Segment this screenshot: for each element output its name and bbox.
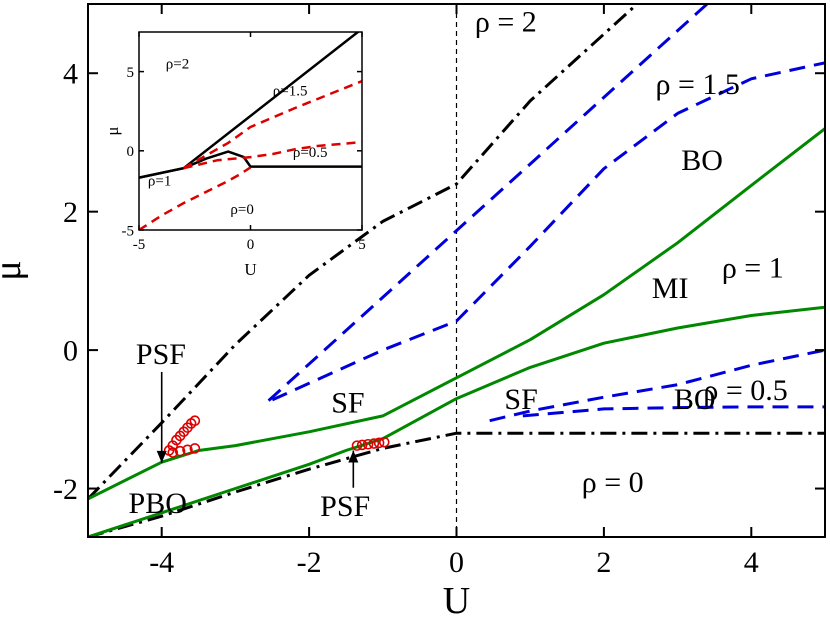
annotation-4: ρ=0 [230, 202, 253, 218]
annotation-12-arrowhead [348, 450, 359, 463]
annotation-2: BO [681, 144, 723, 177]
annotation-9: ρ = 0 [582, 466, 644, 499]
series-4-line [489, 348, 825, 423]
annotation-10: PBO [129, 487, 187, 520]
main-plot: -4 -2 0 2 4 -2 0 2 4 Uμ ρ = 2 ρ = 1.5 BO MI ρ = 1 SF SF B… [0, 3, 826, 619]
y-axis-label: μ [0, 260, 29, 280]
series-1-line [88, 431, 825, 537]
series-8-point-17 [378, 436, 390, 448]
inset-plot: -5 0 5 -5 0 5 Uμ ρ=2 ρ=1.5 ρ=0.5 ρ=1 ρ=0 [103, 31, 366, 279]
series-8-point-7 [189, 415, 201, 427]
x-tick-label-1: -2 [297, 546, 322, 579]
y-tick-label-1: 0 [127, 144, 135, 160]
series-7-line [88, 305, 825, 537]
annotation-3: ρ=1 [148, 174, 171, 190]
series-2-line [182, 79, 362, 170]
series-8-point-12 [351, 440, 363, 451]
annotation-6: SF [504, 383, 537, 416]
annotation-2: ρ=0.5 [293, 145, 328, 161]
annotation-0: ρ=2 [166, 56, 189, 72]
y-tick-label-2: 5 [127, 65, 135, 81]
y-tick-label-0: -2 [53, 473, 78, 506]
annotation-5: SF [331, 386, 364, 419]
annotation-7: BO [674, 383, 716, 416]
series-8-point-16 [373, 437, 385, 449]
annotation-8: ρ = 0.5 [703, 374, 787, 407]
series-3-line [183, 140, 362, 170]
annotation-0: ρ = 2 [475, 6, 537, 39]
annotation-1: ρ = 1.5 [655, 68, 739, 101]
annotation-11-arrowhead [156, 450, 167, 463]
y-axis-label: μ [103, 126, 122, 135]
x-tick-label-3: 2 [596, 546, 611, 579]
series-0-line [88, 4, 639, 500]
series-4-line [139, 166, 252, 230]
x-tick-label-2: 5 [358, 237, 366, 253]
annotation-12: PSF [320, 490, 370, 523]
y-tick-label-2: 2 [63, 196, 78, 229]
series-5-line [522, 405, 825, 418]
y-tick-label-3: 4 [63, 58, 78, 91]
series-8-point-11 [189, 443, 201, 454]
inset-background [139, 32, 362, 230]
annotation-11: PSF [136, 338, 186, 371]
series-8-point-9 [174, 445, 186, 457]
x-tick-label-0: -5 [133, 237, 146, 253]
annotation-3: MI [652, 272, 689, 305]
series-3-line [271, 61, 825, 402]
annotation-1: ρ=1.5 [273, 83, 308, 99]
y-tick-label-0: -5 [122, 223, 135, 239]
x-tick-label-1: 0 [247, 237, 255, 253]
series-8-point-14 [362, 438, 374, 450]
series-8-point-8 [167, 447, 179, 458]
x-tick-label-4: 4 [744, 546, 759, 579]
series-8-point-13 [356, 439, 368, 451]
series-8-point-10 [182, 444, 193, 456]
x-axis-label: U [244, 260, 256, 279]
x-tick-label-2: 0 [449, 546, 464, 579]
x-tick-label-0: -4 [149, 546, 174, 579]
annotation-4: ρ = 1 [722, 251, 784, 284]
series-8-point-15 [368, 438, 380, 449]
y-tick-label-1: 0 [63, 335, 78, 368]
x-axis-label: U [443, 580, 470, 619]
